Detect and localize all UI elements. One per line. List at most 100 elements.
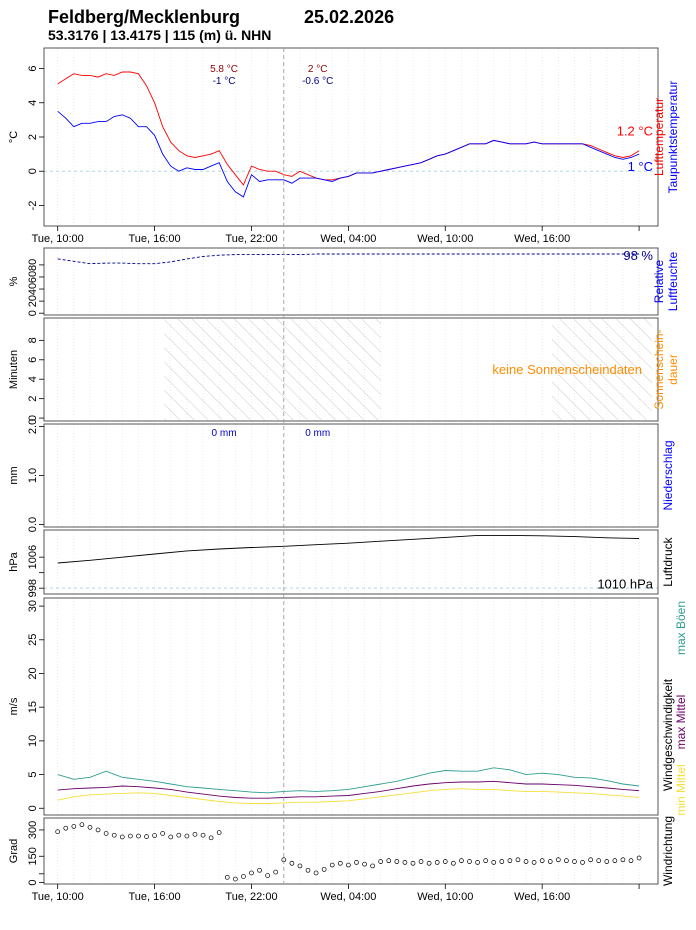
sunshine-y-tick-label: 6 (27, 357, 39, 363)
direction-point (257, 867, 262, 873)
temperature-right-label: Lufttemperatur (652, 98, 666, 176)
time-label: Tue, 22:00 (225, 233, 277, 245)
wind-legend-label: max Böen (674, 601, 688, 655)
direction-point (547, 859, 553, 864)
wind-series-line (57, 780, 640, 799)
time-label: Wed, 04:00 (320, 891, 376, 903)
direction-point (628, 858, 634, 864)
direction-point (410, 860, 416, 866)
precipitation-y-label: mm (8, 466, 20, 484)
sunshine-panel: 0 2 4 6 8 Minuten Sonnenschein-dauer keine Sonn… (8, 317, 680, 422)
precipitation-y-tick-label: 2.0 (27, 419, 39, 434)
direction-point (321, 867, 327, 872)
temperature-annotation: -1 °C (213, 76, 236, 87)
direction-point (483, 858, 489, 864)
direction-point (572, 859, 577, 864)
direction-point (144, 834, 149, 839)
station-coordinates: 53.3176 | 13.4175 | 115 (m) ü. NHN (48, 27, 272, 43)
humidity-end-label: 98 % (623, 248, 653, 263)
direction-point (329, 862, 335, 868)
direction-point (176, 832, 182, 838)
direction-point (103, 831, 109, 836)
wind-y-tick-label: 0 (27, 805, 39, 811)
time-label: Wed, 16:00 (514, 891, 570, 903)
time-label: Wed, 10:00 (417, 233, 473, 245)
temperature-annotation: -0.6 °C (302, 76, 333, 87)
direction-point (539, 858, 545, 864)
time-label: Tue, 10:00 (32, 233, 84, 245)
station-name: Feldberg/Mecklenburg (48, 7, 241, 27)
direction-y-tick-label: 300 (27, 821, 39, 839)
direction-point (612, 858, 618, 864)
temperature-frame (43, 47, 659, 227)
temperature-y-tick-label: 0 (27, 168, 39, 174)
humidity-y-tick-label: 60 (27, 271, 39, 283)
direction-point (337, 860, 343, 866)
direction-point (451, 860, 456, 866)
wind-y-tick-label: 20 (27, 667, 39, 679)
night-shading (551, 319, 652, 420)
humidity-frame (43, 247, 659, 316)
temperature-end-label: 1.2 °C (617, 123, 653, 138)
sunshine-y-tick-label: 8 (27, 337, 39, 343)
direction-point (507, 858, 513, 864)
time-label: Tue, 10:00 (32, 891, 84, 903)
wind-y-tick-label: 25 (27, 634, 39, 646)
direction-y-tick-label: 150 (27, 847, 39, 865)
wind-right-label: Windgeschwindigkeit (661, 678, 675, 791)
direction-y-label: Grad (8, 839, 20, 863)
time-label: Tue, 22:00 (225, 891, 277, 903)
direction-point (184, 833, 190, 839)
direction-point (636, 855, 642, 861)
top-time-axis: Tue, 10:00 Tue, 16:00 Tue, 22:00 Wed, 04:00… (32, 226, 640, 245)
wind-legend-label: min Mittel (674, 764, 688, 815)
sunshine-right-label: dauer (666, 354, 680, 385)
time-label: Tue, 16:00 (128, 891, 180, 903)
direction-point (289, 860, 295, 866)
direction-point (152, 833, 157, 838)
direction-point (232, 876, 238, 882)
direction-point (216, 830, 222, 835)
direction-point (531, 860, 537, 865)
direction-point (313, 870, 319, 876)
direction-point (136, 833, 141, 839)
direction-point (273, 869, 279, 875)
wind-panel: 0 5 10 15 20 25 30 m/s Windgeschwindigkeit min Mi… (8, 597, 688, 816)
direction-point (71, 824, 77, 829)
direction-point (426, 860, 432, 866)
direction-point (160, 831, 166, 836)
direction-point (555, 857, 561, 863)
humidity-right-label: Relative (652, 260, 666, 304)
direction-point (354, 860, 359, 865)
precipitation-annotation: 0 mm (212, 428, 237, 439)
humidity-y-tick-label: 80 (27, 259, 39, 271)
pressure-y-tick-label: 998 (27, 579, 39, 597)
direction-point (402, 860, 408, 865)
time-label: Wed, 04:00 (320, 233, 376, 245)
direction-point (467, 859, 472, 864)
direction-point (55, 829, 61, 835)
direction-point (620, 857, 626, 863)
direction-point (394, 859, 400, 864)
direction-point (604, 859, 610, 864)
direction-point (200, 832, 206, 838)
time-label: Tue, 16:00 (128, 233, 180, 245)
pressure-end-label: 1010 hPa (597, 577, 653, 592)
pressure-frame (43, 529, 659, 595)
direction-point (128, 833, 133, 839)
direction-point (386, 858, 392, 864)
time-label: Wed, 10:00 (417, 891, 473, 903)
direction-point (588, 857, 593, 863)
direction-point (297, 863, 303, 869)
direction-point (418, 859, 424, 864)
direction-point (119, 834, 125, 840)
precipitation-frame (43, 423, 659, 528)
direction-point (208, 835, 214, 841)
temperature-annotation: 2 °C (308, 64, 328, 75)
direction-point (241, 874, 246, 879)
humidity-series-line (57, 253, 640, 265)
temperature-y-tick-label: -2 (27, 201, 39, 211)
precipitation-annotation: 0 mm (305, 428, 330, 439)
temperature-series-line (57, 71, 640, 186)
precipitation-right-label: Niederschlag (661, 440, 675, 510)
